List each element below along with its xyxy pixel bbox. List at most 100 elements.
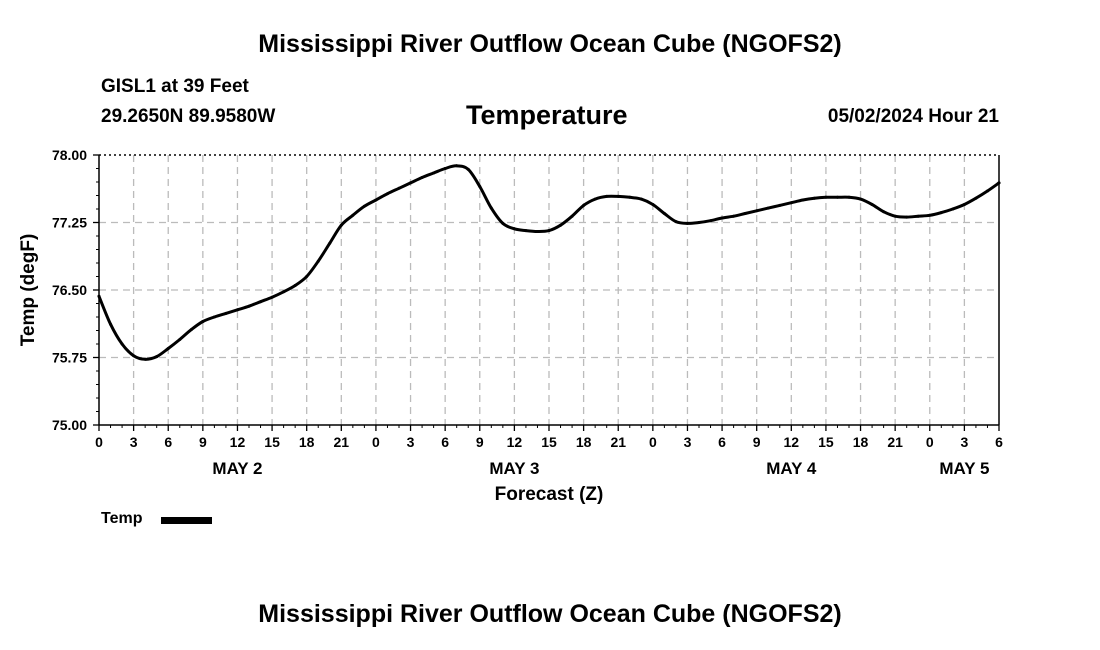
temp-data-point	[628, 195, 632, 199]
temp-data-point	[801, 198, 805, 202]
temp-data-point	[132, 354, 136, 358]
chart-series	[97, 164, 1001, 361]
temp-data-point	[120, 342, 124, 346]
temp-data-point	[247, 304, 251, 308]
temp-data-point	[212, 315, 216, 319]
temp-data-point	[720, 216, 724, 220]
x-tick-label: 12	[230, 434, 246, 450]
temp-data-point	[328, 241, 332, 245]
temp-data-point	[651, 203, 655, 206]
temp-data-point	[778, 203, 782, 207]
day-label: MAY 5	[939, 459, 989, 478]
temp-data-point	[835, 195, 839, 199]
temp-data-point	[432, 171, 436, 175]
x-tick-label: 3	[960, 434, 968, 450]
temp-data-point	[824, 195, 828, 199]
temp-data-point	[766, 206, 770, 210]
temp-data-point	[97, 294, 101, 298]
chart-subtitle: Temperature	[466, 100, 628, 130]
x-tick-label: 15	[818, 434, 834, 450]
y-tick-label: 78.00	[52, 147, 87, 163]
temp-data-point	[443, 167, 447, 170]
chart-grid	[99, 155, 999, 425]
temp-data-point	[374, 198, 378, 202]
chart-labels: 0 3 6 9 12 15 18 21 0 3 6 9 12 15 18 21 0 3 6 9 12 15 18 21 0 3 6 7…	[18, 147, 1003, 505]
x-tick-label: 6	[718, 434, 726, 450]
x-tick-label: 0	[372, 434, 380, 450]
temp-data-point	[420, 176, 424, 179]
temp-data-point	[339, 223, 343, 227]
temp-data-point	[662, 212, 666, 215]
temp-data-point	[789, 201, 793, 205]
chart-axes	[93, 154, 1000, 431]
temp-data-point	[755, 209, 759, 213]
temp-data-point	[524, 229, 528, 233]
x-tick-label: 9	[753, 434, 761, 450]
x-axis-title: Forecast (Z)	[495, 484, 604, 505]
temp-data-point	[535, 230, 539, 233]
temp-data-point	[582, 203, 586, 207]
y-axis-title: Temp (degF)	[18, 234, 39, 347]
temp-data-point	[362, 204, 366, 208]
x-tick-label: 3	[130, 434, 138, 450]
temp-data-point	[928, 213, 932, 217]
station-name: GISL1 at 39 Feet	[101, 76, 249, 97]
temp-data-point	[547, 229, 551, 233]
x-tick-label: 0	[649, 434, 657, 450]
temp-data-point	[974, 196, 978, 200]
temp-data-point	[674, 220, 678, 224]
temp-data-point	[466, 167, 470, 171]
temp-data-point	[501, 221, 505, 225]
x-tick-label: 6	[441, 434, 449, 450]
temp-data-point	[593, 197, 597, 201]
temp-data-point	[155, 355, 159, 359]
temp-data-point	[224, 311, 228, 315]
x-tick-label: 3	[684, 434, 692, 450]
legend-swatch	[161, 517, 212, 524]
x-tick-label: 9	[476, 434, 484, 450]
x-tick-label: 6	[164, 434, 172, 450]
temp-data-point	[951, 207, 955, 211]
x-tick-label: 9	[199, 434, 207, 450]
temp-data-point	[166, 347, 170, 350]
temp-data-point	[939, 211, 943, 215]
temp-data-point	[178, 338, 182, 341]
temp-data-point	[259, 300, 263, 304]
temp-data-point	[812, 196, 816, 200]
temp-data-point	[709, 219, 713, 223]
x-tick-label: 18	[576, 434, 592, 450]
temp-data-point	[305, 275, 309, 278]
temp-data-point	[882, 210, 886, 214]
temp-data-point	[616, 194, 620, 198]
x-tick-label: 12	[507, 434, 523, 450]
x-tick-label: 21	[334, 434, 350, 450]
temp-data-point	[270, 295, 274, 299]
x-tick-label: 0	[926, 434, 934, 450]
temp-data-point	[109, 322, 113, 326]
temp-data-point	[512, 227, 516, 231]
legend-label: Temp	[101, 510, 143, 527]
temp-data-point	[859, 197, 863, 201]
temp-data-point	[235, 308, 239, 312]
y-tick-label: 77.25	[52, 215, 87, 231]
x-tick-label: 18	[853, 434, 869, 450]
temp-data-point	[605, 194, 609, 198]
temp-data-point	[732, 214, 736, 218]
temp-data-point	[985, 189, 989, 193]
day-label: MAY 3	[489, 459, 539, 478]
x-tick-label: 15	[264, 434, 280, 450]
temp-data-point	[639, 197, 643, 201]
y-tick-label: 75.00	[52, 417, 87, 433]
temp-data-point	[478, 185, 482, 188]
day-label: MAY 4	[766, 459, 817, 478]
temp-data-point	[893, 214, 897, 218]
temp-data-point	[870, 203, 874, 206]
temp-data-point	[489, 206, 493, 210]
temp-data-point	[351, 213, 355, 217]
x-tick-label: 3	[407, 434, 415, 450]
y-tick-label: 76.50	[52, 282, 87, 298]
x-tick-label: 0	[95, 434, 103, 450]
temp-data-point	[409, 181, 413, 185]
temp-data-point	[685, 221, 689, 225]
